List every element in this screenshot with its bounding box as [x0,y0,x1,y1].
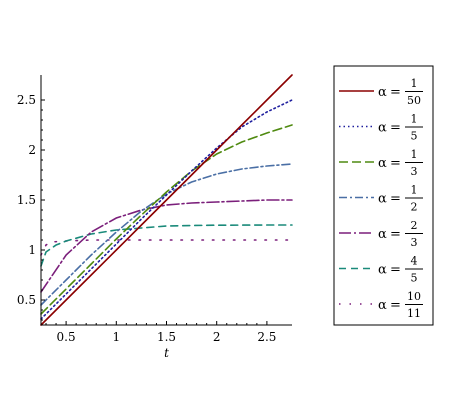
legend-alpha-symbol: α [378,263,387,278]
legend-frame [333,65,434,326]
legend-item: α = 1 2 [339,184,423,214]
x-tick-label: 1 [112,330,120,344]
legend-denominator: 50 [407,94,421,107]
legend-numerator: 1 [411,148,418,161]
x-tick-label: 0.5 [57,330,76,344]
legend-alpha-symbol: α [378,85,387,100]
legend-alpha-symbol: α [378,192,387,207]
legend-item: α = 1 5 [339,113,423,143]
legend-equals: = [390,156,401,171]
x-tick-label: 2 [213,330,221,344]
y-axis-ticks: 0.5 1 1.5 2 2.5 [17,93,45,321]
legend-item: α = 1 3 [339,148,423,178]
series-layer [40,74,293,326]
x-axis-ticks: 0.5 1 1.5 2 2.5 [45,321,276,344]
legend-alpha-symbol: α [378,227,387,242]
legend-denominator: 2 [411,201,418,214]
legend-numerator: 1 [411,113,418,126]
x-tick-label: 2.5 [257,330,276,344]
series-line [40,224,293,267]
y-tick-label: 1.5 [17,193,36,207]
legend-item: α = 10 11 [339,290,423,320]
legend-denominator: 3 [411,236,418,249]
legend-denominator: 5 [411,272,418,285]
legend-item: α = 4 5 [339,255,423,285]
legend-equals: = [390,263,401,278]
legend-denominator: 5 [411,130,418,143]
series-line [40,124,293,315]
y-tick-label: 2 [28,143,36,157]
legend-equals: = [390,192,401,207]
legend-equals: = [390,121,401,136]
legend-alpha-symbol: α [378,121,387,136]
legend-denominator: 3 [411,165,418,178]
series-line [40,74,293,326]
y-tick-label: 0.5 [17,293,36,307]
legend-numerator: 1 [411,184,418,197]
legend-equals: = [390,227,401,242]
series-line [40,163,293,306]
y-tick-label: 1 [28,243,36,257]
legend-equals: = [390,298,401,313]
legend-numerator: 10 [407,290,421,303]
legend-item: α = 2 3 [339,219,423,249]
series-line [40,99,293,320]
plot-area: 0.5 1 1.5 2 2.5 0.5 1 1.5 2 2.5 t [17,74,293,360]
legend-equals: = [390,85,401,100]
legend-numerator: 1 [411,77,418,90]
legend-numerator: 2 [411,219,418,232]
series-line [40,239,293,256]
legend-alpha-symbol: α [378,298,387,313]
x-tick-label: 1.5 [157,330,176,344]
y-tick-label: 2.5 [17,93,36,107]
legend-numerator: 4 [411,255,418,268]
legend-denominator: 11 [407,307,421,320]
series-line [40,199,293,293]
legend-alpha-symbol: α [378,156,387,171]
x-axis-title: t [164,346,169,360]
legend-item: α = 1 50 [339,77,423,107]
